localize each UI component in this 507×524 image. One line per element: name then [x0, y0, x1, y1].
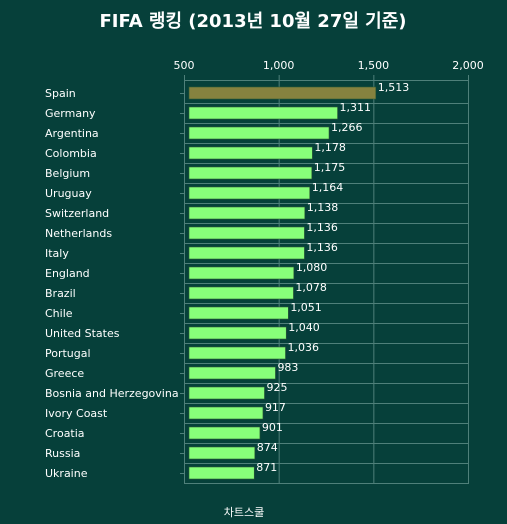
category-label: Netherlands [45, 227, 112, 240]
bar [188, 126, 330, 140]
bar [188, 286, 294, 300]
x-tick-label: 1,000 [263, 59, 295, 72]
bar [188, 246, 305, 260]
x-tick-label: 1,500 [358, 59, 390, 72]
category-label: Germany [45, 107, 96, 120]
bar [188, 386, 265, 400]
data-label: 983 [277, 361, 298, 374]
bar [188, 106, 338, 120]
data-label: 1,078 [295, 281, 327, 294]
chart-title: FIFA 랭킹 (2013년 10월 27일 기준) [99, 11, 406, 32]
data-label: 1,513 [378, 81, 410, 94]
category-label: Ukraine [45, 467, 88, 480]
category-label: Belgium [45, 167, 90, 180]
bar [188, 406, 264, 420]
category-label: Greece [45, 367, 84, 380]
data-label: 1,175 [314, 161, 346, 174]
bar [188, 366, 276, 380]
x-tick-label: 500 [174, 59, 195, 72]
bar [188, 86, 377, 100]
category-label: Colombia [45, 147, 97, 160]
data-label: 1,311 [340, 101, 372, 114]
category-label: Ivory Coast [45, 407, 108, 420]
bar [188, 266, 295, 280]
bar [188, 186, 311, 200]
data-label: 1,080 [296, 261, 328, 274]
bar [188, 206, 306, 220]
category-label: United States [45, 327, 120, 340]
category-label: Spain [45, 87, 76, 100]
category-label: Switzerland [45, 207, 109, 220]
bar [188, 466, 255, 480]
bar [188, 166, 313, 180]
bar [188, 326, 287, 340]
data-label: 1,136 [306, 241, 338, 254]
data-label: 1,164 [312, 181, 344, 194]
x-axis-ticks: 500 1,000 1,500 2,000 [174, 59, 484, 474]
category-label: Portugal [45, 347, 91, 360]
data-label: 901 [262, 421, 283, 434]
gridlines [184, 80, 469, 484]
category-label: Brazil [45, 287, 76, 300]
bar [188, 346, 286, 360]
data-label: 1,266 [331, 121, 363, 134]
data-label: 1,136 [306, 221, 338, 234]
x-tick-label: 2,000 [452, 59, 484, 72]
bar [188, 146, 313, 160]
data-label: 871 [256, 461, 277, 474]
category-label: Chile [45, 307, 73, 320]
category-label: Russia [45, 447, 80, 460]
bars: 1,513 1,311 1,266 1,178 1,175 1,164 1,138 1,136… [188, 81, 410, 480]
category-labels: Spain Germany Argentina Colombia Belgium Urug… [45, 87, 179, 480]
category-label: Uruguay [45, 187, 92, 200]
data-label: 1,051 [290, 301, 322, 314]
data-label: 874 [257, 441, 278, 454]
category-label: England [45, 267, 90, 280]
data-label: 925 [266, 381, 287, 394]
data-label: 1,036 [287, 341, 319, 354]
chart-footer: 차트스쿨 [224, 506, 264, 519]
data-label: 917 [265, 401, 286, 414]
data-label: 1,040 [288, 321, 320, 334]
category-label: Bosnia and Herzegovina [45, 387, 179, 400]
category-label: Italy [45, 247, 69, 260]
data-label: 1,178 [314, 141, 346, 154]
category-label: Croatia [45, 427, 85, 440]
bar [188, 426, 261, 440]
data-label: 1,138 [307, 201, 339, 214]
category-label: Argentina [45, 127, 99, 140]
bar [188, 226, 305, 240]
bar [188, 306, 289, 320]
bar [188, 446, 256, 460]
